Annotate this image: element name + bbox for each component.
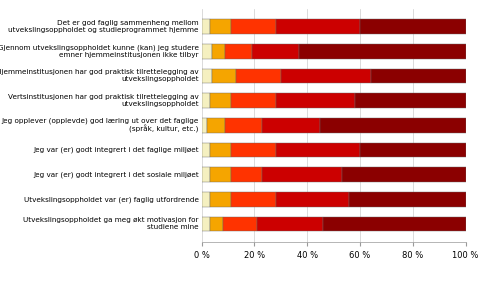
Bar xyxy=(341,167,466,182)
Bar xyxy=(212,44,226,59)
Bar xyxy=(202,118,207,133)
Bar xyxy=(257,217,323,231)
Bar xyxy=(202,93,209,108)
Bar xyxy=(276,93,355,108)
Bar xyxy=(202,143,209,157)
Bar xyxy=(323,217,466,231)
Bar xyxy=(207,118,226,133)
Bar xyxy=(252,44,300,59)
Bar xyxy=(371,69,466,83)
Bar xyxy=(281,69,371,83)
Bar xyxy=(209,93,230,108)
Bar xyxy=(202,192,209,207)
Bar xyxy=(276,192,349,207)
Bar xyxy=(202,69,212,83)
Bar xyxy=(202,217,209,231)
Bar xyxy=(202,167,209,182)
Bar xyxy=(223,217,257,231)
Bar xyxy=(230,19,276,34)
Bar xyxy=(300,44,466,59)
Bar xyxy=(226,44,252,59)
Bar xyxy=(355,93,466,108)
Bar xyxy=(209,19,230,34)
Bar xyxy=(202,44,212,59)
Bar xyxy=(202,19,209,34)
Bar xyxy=(230,192,276,207)
Bar xyxy=(209,143,230,157)
Bar xyxy=(230,143,276,157)
Bar xyxy=(209,192,230,207)
Bar xyxy=(230,93,276,108)
Bar xyxy=(276,143,360,157)
Bar xyxy=(230,167,262,182)
Bar xyxy=(276,19,360,34)
Bar xyxy=(360,19,466,34)
Bar xyxy=(262,167,341,182)
Bar xyxy=(360,143,466,157)
Bar xyxy=(262,118,321,133)
Bar xyxy=(209,217,223,231)
Bar xyxy=(349,192,466,207)
Bar xyxy=(209,167,230,182)
Bar xyxy=(226,118,262,133)
Bar xyxy=(321,118,466,133)
Bar xyxy=(212,69,236,83)
Bar xyxy=(236,69,281,83)
